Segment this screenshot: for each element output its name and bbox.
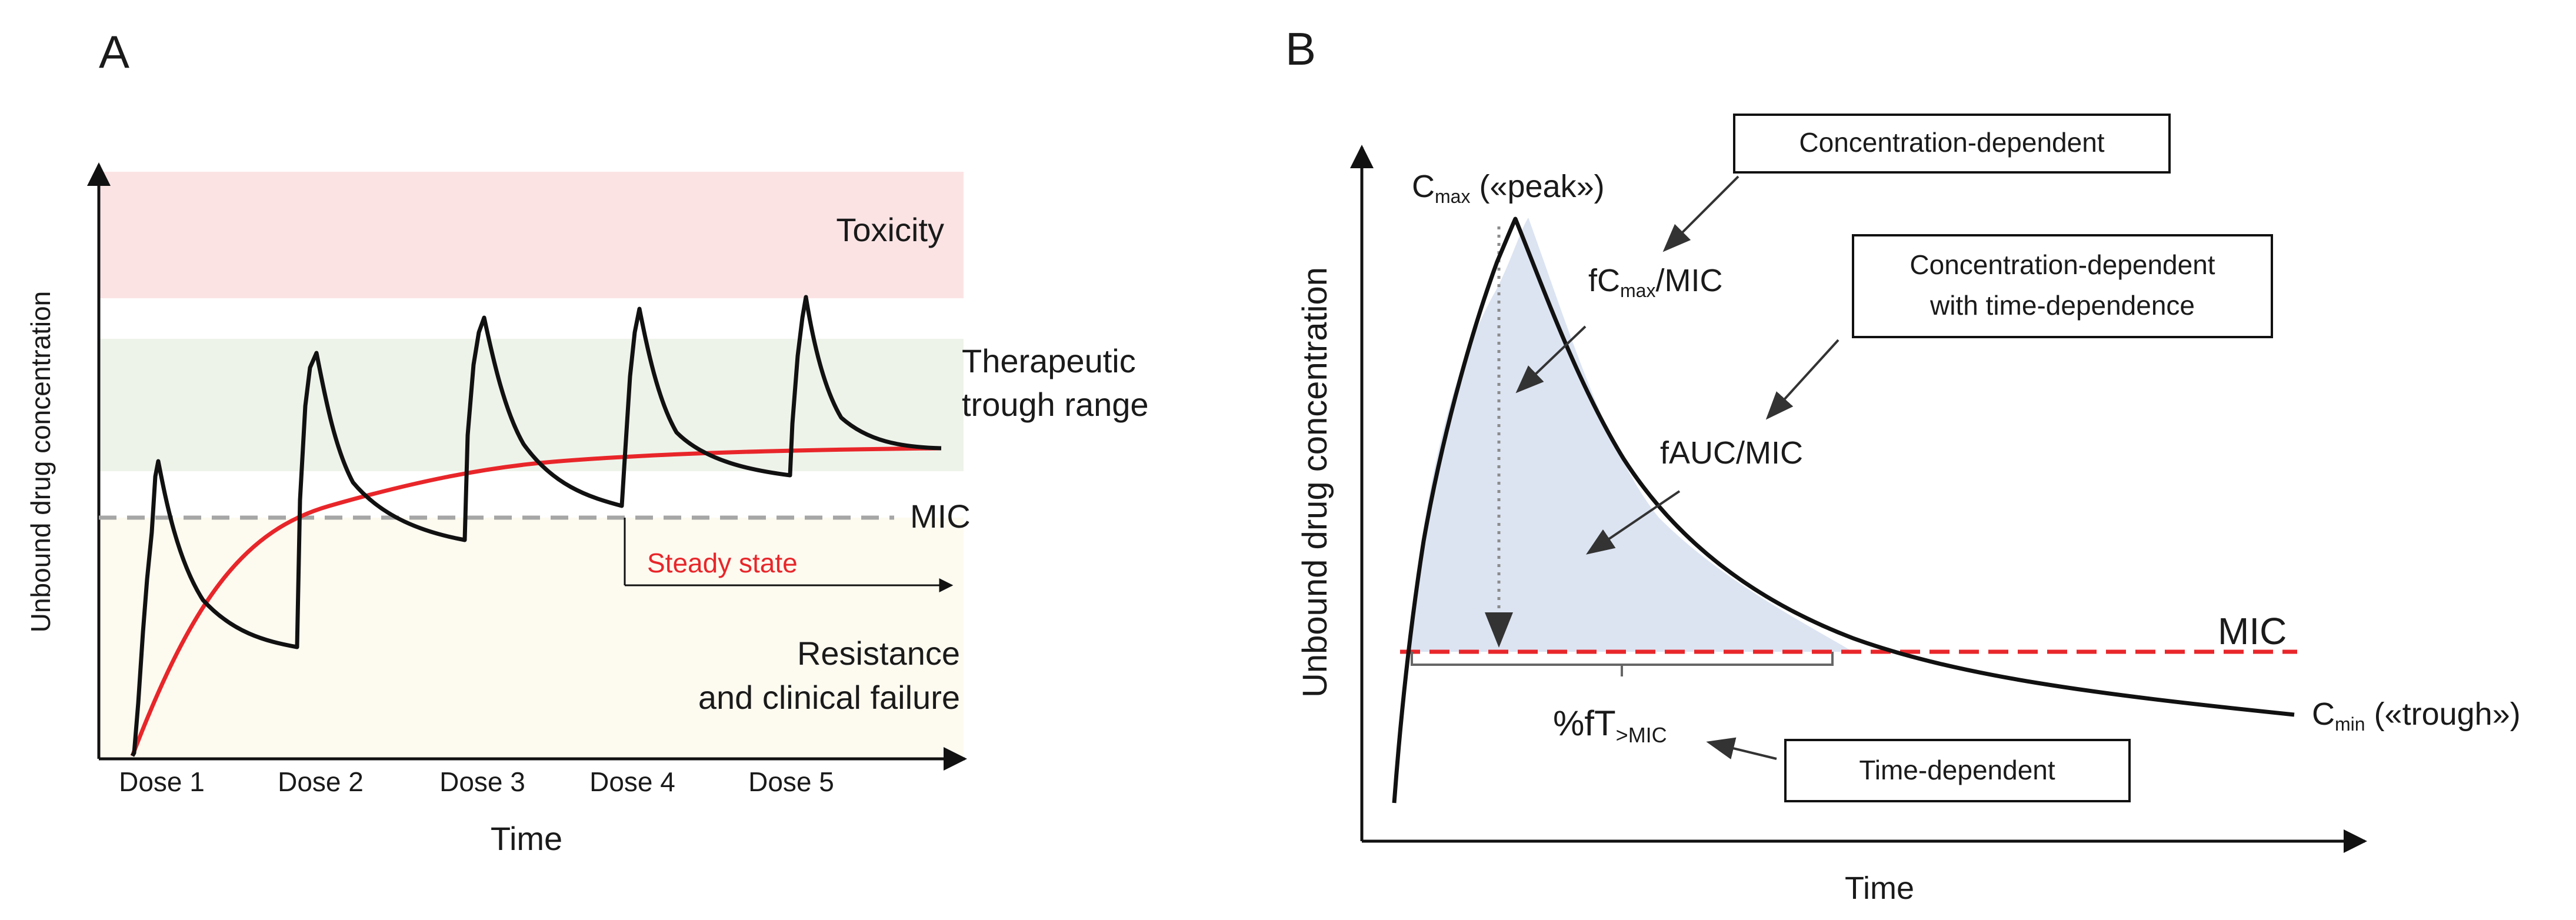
- panel-b: B Cmax («peak») fCmax/MIC fAUC/MIC MIC: [1285, 23, 2521, 906]
- conc-time-dependent-text-line2: with time-dependence: [1929, 290, 2195, 321]
- panel-a: A Toxicity Therapeutic trough range MIC …: [25, 26, 1149, 857]
- toxicity-zone: [99, 172, 964, 298]
- dose-label: Dose 3: [439, 766, 525, 797]
- cmax-label: Cmax («peak»): [1412, 169, 1605, 207]
- panel-a-x-axis-title: Time: [491, 820, 562, 857]
- cmax-sub: max: [1435, 186, 1470, 207]
- ft-pre: %fT: [1553, 704, 1616, 743]
- concentration-curve-b: [1392, 216, 2295, 804]
- ft-arrow: [1706, 737, 1777, 760]
- steady-state-label: Steady state: [647, 548, 798, 578]
- therapeutic-label-line1: Therapeutic: [962, 342, 1136, 379]
- fauc-mic-label: fAUC/MIC: [1660, 435, 1803, 471]
- conc-time-dependent-text-line1: Concentration-dependent: [1909, 249, 2215, 280]
- therapeutic-label-line2: trough range: [962, 386, 1149, 423]
- concentration-dependent-arrow: [1662, 175, 1739, 252]
- fauc-arrow: [1586, 490, 1681, 555]
- fcmax-pre: fC: [1588, 263, 1620, 298]
- cmax-main: C: [1412, 169, 1435, 204]
- fcmax-post: /MIC: [1655, 263, 1722, 298]
- fcmax-mic-label: fCmax/MIC: [1588, 263, 1722, 301]
- ft-mic-label: %fT>MIC: [1553, 704, 1667, 747]
- fcmax-arrow: [1515, 325, 1587, 394]
- time-above-mic-bracket: [1411, 652, 1834, 676]
- panel-b-x-axis-title: Time: [1845, 871, 1914, 906]
- ft-sub: >MIC: [1616, 723, 1667, 747]
- resistance-label-line2: and clinical failure: [698, 679, 960, 716]
- dose-label: Dose 4: [589, 766, 675, 797]
- cmin-rest: («trough»): [2365, 696, 2521, 732]
- panel-a-mic-label: MIC: [910, 498, 971, 535]
- steady-state-curve: [130, 446, 942, 757]
- conc-time-dependent-arrow: [1765, 339, 1839, 420]
- panel-a-letter: A: [99, 26, 129, 78]
- conc-time-dependent-box: [1852, 234, 2273, 338]
- concentration-dependent-box: [1733, 114, 2171, 174]
- toxicity-label: Toxicity: [836, 211, 944, 248]
- dose-label: Dose 2: [278, 766, 364, 797]
- fcmax-sub: max: [1620, 280, 1655, 301]
- time-dependent-text: Time-dependent: [1859, 755, 2055, 785]
- cmin-label: Cmin («trough»): [2312, 696, 2521, 735]
- time-dependent-box: [1784, 739, 2131, 802]
- concentration-dependent-text: Concentration-dependent: [1799, 127, 2104, 158]
- cmin-sub: min: [2335, 714, 2365, 735]
- auc-area: [1409, 218, 1853, 652]
- dose-label: Dose 5: [748, 766, 834, 797]
- cmin-main: C: [2312, 696, 2335, 732]
- panel-b-mic-label: MIC: [2218, 610, 2287, 652]
- panel-b-y-axis-title: Unbound drug concentration: [1296, 267, 1334, 698]
- cmax-rest: («peak»): [1470, 169, 1604, 204]
- concentration-curve: [130, 295, 942, 757]
- dose-label: Dose 1: [119, 766, 205, 797]
- resistance-label-line1: Resistance: [797, 635, 960, 672]
- panel-b-letter: B: [1285, 23, 1316, 75]
- panel-a-y-axis-title: Unbound drug concentration: [25, 291, 56, 633]
